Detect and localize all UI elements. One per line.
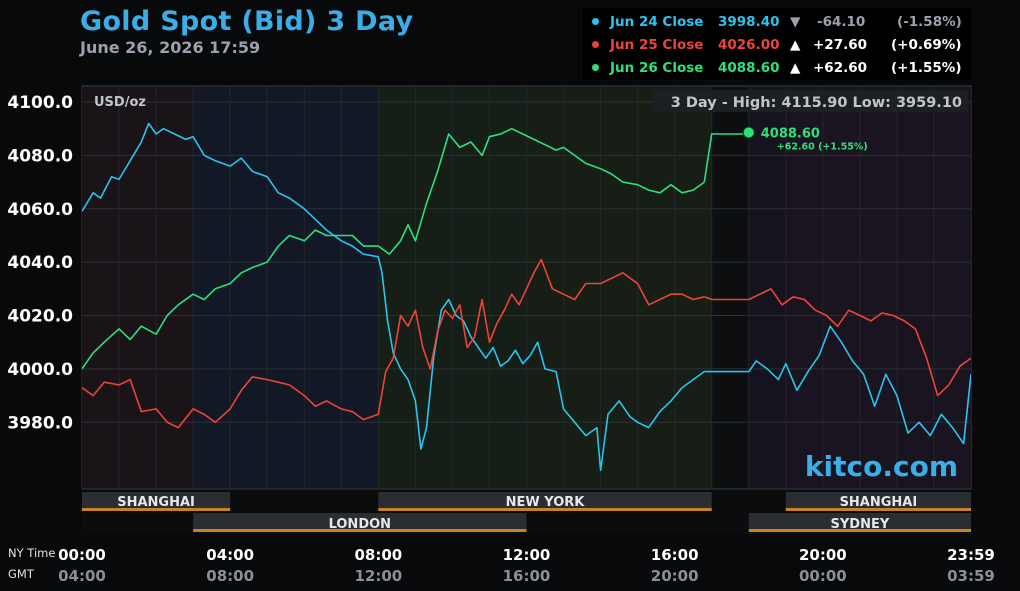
y-tick-label: 4020.0	[7, 307, 73, 327]
y-tick-label: 4100.0	[7, 93, 73, 113]
x-tick-gmt: 04:00	[58, 567, 106, 585]
chart-timestamp: June 26, 2026 17:59	[80, 38, 261, 57]
legend-price: 3998.40	[718, 14, 780, 30]
session-bar	[378, 508, 712, 511]
series-line-extension	[704, 287, 971, 397]
x-tick-gmt: 00:00	[799, 567, 847, 585]
legend-change: +27.60	[813, 37, 868, 53]
price-series	[82, 122, 971, 472]
legend-price: 4026.00	[718, 37, 780, 53]
market-sessions: SHANGHAI NEW YORK SHANGHAI LONDON SYDNEY	[82, 491, 971, 534]
x-tick-ny: 20:00	[799, 546, 847, 564]
legend-pct: (-1.58%)	[897, 14, 962, 30]
series-line-extension	[704, 325, 971, 445]
session-band	[193, 87, 379, 488]
x-tick-ny: 04:00	[206, 546, 254, 564]
legend-label: Jun 25 Close	[610, 37, 704, 53]
session-box	[748, 513, 971, 531]
chart-title: Gold Spot (Bid) 3 Day	[80, 6, 414, 37]
session-bar	[193, 529, 527, 532]
session-band	[82, 87, 194, 488]
legend-label: Jun 26 Close	[610, 60, 704, 76]
session-band	[526, 87, 712, 488]
y-tick-label: 4000.0	[7, 360, 73, 380]
series-line	[82, 127, 705, 370]
last-price-label: 4088.60	[761, 126, 820, 141]
down-arrow-icon: ▼	[790, 14, 801, 30]
last-price-dot	[742, 126, 755, 139]
series-line	[82, 258, 705, 429]
high-low-label: 3 Day - High: 4115.90 Low: 3959.10	[671, 95, 962, 111]
legend-row-jun24: Jun 24 Close 3998.40 ▼ -64.10 (-1.58%)	[583, 11, 971, 33]
series-line-extension	[703, 133, 749, 183]
session-label: SHANGHAI	[117, 495, 195, 510]
y-tick-label: 4040.0	[7, 253, 73, 273]
session-bar	[82, 508, 231, 511]
x-tick-gmt: 03:59	[947, 567, 995, 585]
legend-row-jun25: Jun 25 Close 4026.00 ▲ +27.60 (+0.69%)	[583, 34, 971, 56]
session-box	[82, 492, 231, 510]
x-tick-gmt: 20:00	[651, 567, 699, 585]
legend-price: 4088.60	[718, 60, 780, 76]
session-label: LONDON	[329, 517, 391, 532]
x-tick-ny: 12:00	[503, 546, 551, 564]
session-band	[748, 87, 786, 488]
ny-time-row-label: NY Time	[8, 546, 55, 560]
unit-label: USD/oz	[94, 95, 146, 110]
kitco-watermark: kitco.com	[805, 450, 958, 483]
y-tick-label: 3980.0	[7, 413, 73, 433]
session-bar	[785, 508, 971, 511]
session-box	[193, 513, 527, 531]
series-line	[82, 122, 705, 472]
x-tick-gmt: 12:00	[354, 567, 402, 585]
x-tick-ny: 23:59	[947, 546, 995, 564]
gmt-row-label: GMT	[8, 567, 35, 581]
legend-dot-icon	[592, 41, 599, 48]
axes: 3980.0 4000.0 4020.0 4040.0 4060.0 4080.0 4100…	[7, 93, 994, 585]
close-legend: Jun 24 Close 3998.40 ▼ -64.10 (-1.58%) J…	[583, 8, 971, 80]
legend-change: -64.10	[817, 14, 866, 30]
session-band	[785, 87, 971, 488]
session-label: NEW YORK	[506, 495, 586, 510]
up-arrow-icon: ▲	[790, 37, 801, 53]
last-price-marker: 4088.60+62.60 (+1.55%)	[742, 126, 868, 152]
legend-label: Jun 24 Close	[610, 14, 704, 30]
y-tick-label: 4060.0	[7, 200, 73, 220]
session-box	[785, 492, 971, 510]
legend-dot-icon	[592, 18, 599, 25]
y-tick-label: 4080.0	[7, 146, 73, 166]
session-bar	[748, 529, 971, 532]
last-change-label: +62.60 (+1.55%)	[777, 141, 868, 152]
x-tick-ny: 00:00	[58, 546, 106, 564]
x-tick-ny: 08:00	[354, 546, 402, 564]
legend-row-jun26: Jun 26 Close 4088.60 ▲ +62.60 (+1.55%)	[583, 57, 971, 79]
x-tick-gmt: 16:00	[503, 567, 551, 585]
legend-pct: (+0.69%)	[891, 37, 962, 53]
x-tick-ny: 16:00	[651, 546, 699, 564]
session-box	[378, 492, 712, 510]
legend-dot-icon	[592, 64, 599, 71]
session-band	[711, 87, 749, 488]
legend-pct: (+1.55%)	[891, 60, 962, 76]
session-label: SHANGHAI	[840, 495, 918, 510]
high-low-box	[652, 90, 968, 112]
legend-change: +62.60	[813, 60, 868, 76]
x-tick-gmt: 08:00	[206, 567, 254, 585]
up-arrow-icon: ▲	[790, 60, 801, 76]
session-label: SYDNEY	[831, 517, 890, 532]
